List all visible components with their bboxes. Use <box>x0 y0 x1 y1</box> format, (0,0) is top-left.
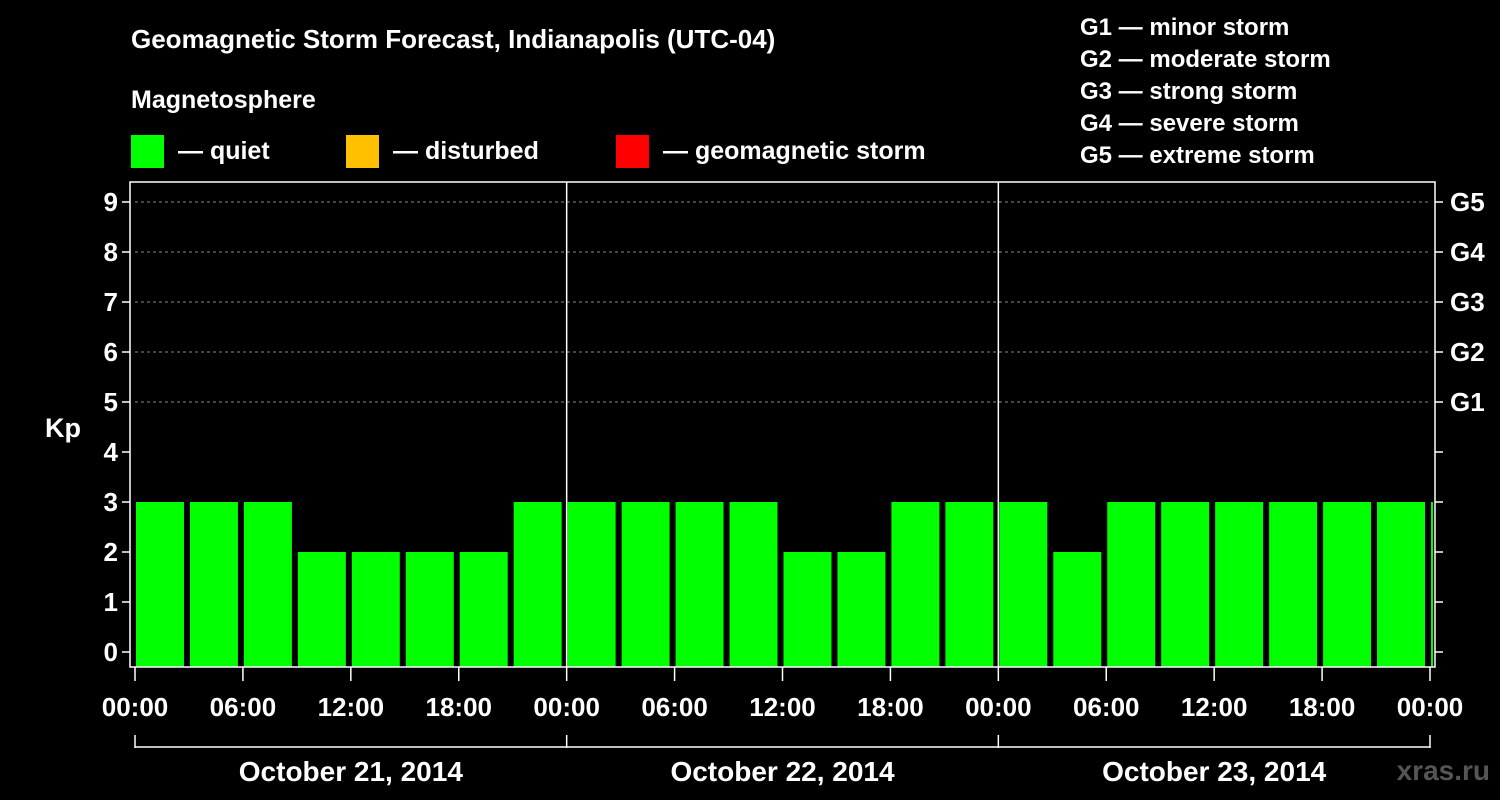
kp-bar <box>136 502 184 667</box>
kp-bar <box>243 502 292 667</box>
y-tick-label: 6 <box>104 337 118 367</box>
g-scale-g2: G2 — moderate storm <box>1080 46 1331 73</box>
kp-bar <box>1323 502 1372 667</box>
kp-bar <box>189 502 238 667</box>
x-tick-label: 12:00 <box>318 692 385 722</box>
g-scale-g1: G1 — minor storm <box>1080 14 1290 41</box>
y-tick-label: 7 <box>104 287 118 317</box>
g-scale-g5: G5 — extreme storm <box>1080 142 1315 169</box>
x-tick-label: 12:00 <box>1181 692 1248 722</box>
kp-bar <box>999 502 1048 667</box>
day-label: October 23, 2014 <box>1102 756 1327 787</box>
kp-bar <box>567 502 616 667</box>
kp-bar <box>675 502 724 667</box>
g-axis-label: G2 <box>1450 337 1485 367</box>
kp-bar <box>1269 502 1318 667</box>
kp-bar <box>891 502 940 667</box>
kp-bar <box>351 552 400 667</box>
legend-swatch-quiet <box>131 134 164 168</box>
watermark: xras.ru <box>1396 755 1490 786</box>
x-tick-label: 18:00 <box>426 692 493 722</box>
chart-title: Geomagnetic Storm Forecast, Indianapolis… <box>131 24 776 54</box>
y-tick-label: 3 <box>104 487 118 517</box>
legend-label-disturbed: — disturbed <box>393 136 539 165</box>
x-tick-label: 06:00 <box>1073 692 1140 722</box>
legend-item-storm: — geomagnetic storm <box>616 134 926 168</box>
y-tick-label: 9 <box>104 187 118 217</box>
g-scale-g4: G4 — severe storm <box>1080 110 1299 137</box>
x-tick-label: 06:00 <box>641 692 708 722</box>
legend-item-quiet: — quiet <box>131 134 270 168</box>
kp-bar <box>297 552 346 667</box>
legend-heading: Magnetosphere <box>131 86 316 114</box>
x-tick-label: 12:00 <box>749 692 816 722</box>
g-axis-label: G5 <box>1450 187 1485 217</box>
g-axis-label: G1 <box>1450 387 1485 417</box>
g-axis-label: G3 <box>1450 287 1485 317</box>
y-tick-label: 2 <box>104 537 118 567</box>
kp-bar <box>1215 502 1264 667</box>
kp-bar <box>729 502 778 667</box>
x-tick-label: 06:00 <box>210 692 277 722</box>
kp-bar <box>621 502 670 667</box>
y-tick-label: 0 <box>104 637 118 667</box>
kp-bar <box>405 552 454 667</box>
kp-bar <box>1107 502 1156 667</box>
x-tick-label: 00:00 <box>102 692 169 722</box>
x-tick-label: 00:00 <box>533 692 600 722</box>
y-tick-label: 5 <box>104 387 118 417</box>
y-axis-label: Kp <box>45 413 81 443</box>
g-scale-g3: G3 — strong storm <box>1080 78 1298 105</box>
legend-swatch-disturbed <box>346 134 379 168</box>
day-label: October 22, 2014 <box>670 756 895 787</box>
kp-bar <box>1377 502 1425 667</box>
kp-bar <box>945 502 994 667</box>
legend-item-disturbed: — disturbed <box>346 134 539 168</box>
kp-bar <box>1161 502 1210 667</box>
x-tick-label: 00:00 <box>1397 692 1464 722</box>
x-tick-label: 18:00 <box>857 692 924 722</box>
legend-label-storm: — geomagnetic storm <box>663 136 926 165</box>
y-tick-label: 4 <box>104 437 119 467</box>
legend-label-quiet: — quiet <box>178 136 270 165</box>
y-tick-label: 1 <box>104 587 118 617</box>
day-label: October 21, 2014 <box>239 756 464 787</box>
g-axis-label: G4 <box>1450 237 1485 267</box>
kp-bar <box>1053 552 1102 667</box>
x-tick-label: 18:00 <box>1289 692 1356 722</box>
kp-bar <box>459 552 508 667</box>
kp-bar <box>783 552 832 667</box>
legend-swatch-storm <box>616 134 649 168</box>
kp-bar <box>1431 502 1433 667</box>
y-tick-label: 8 <box>104 237 118 267</box>
x-tick-label: 00:00 <box>965 692 1032 722</box>
kp-bar <box>837 552 886 667</box>
kp-bar <box>513 502 562 667</box>
